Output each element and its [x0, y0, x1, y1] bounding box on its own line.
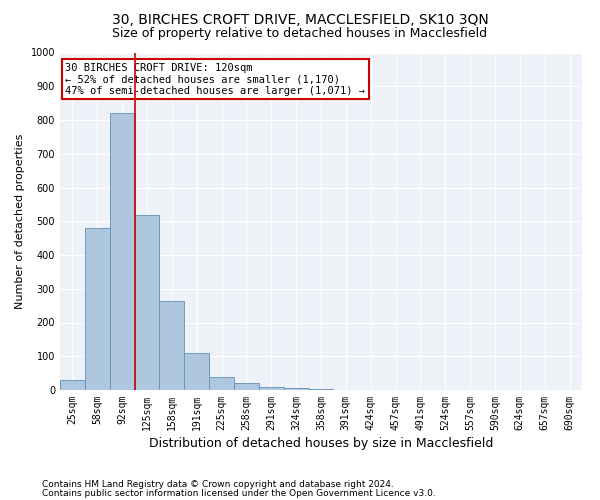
Bar — [85, 228, 110, 390]
Y-axis label: Number of detached properties: Number of detached properties — [15, 134, 25, 309]
Bar — [110, 114, 134, 390]
Bar — [134, 214, 160, 390]
Bar — [259, 386, 284, 390]
X-axis label: Distribution of detached houses by size in Macclesfield: Distribution of detached houses by size … — [149, 437, 493, 450]
Text: Size of property relative to detached houses in Macclesfield: Size of property relative to detached ho… — [112, 28, 488, 40]
Text: Contains public sector information licensed under the Open Government Licence v3: Contains public sector information licen… — [42, 488, 436, 498]
Text: 30, BIRCHES CROFT DRIVE, MACCLESFIELD, SK10 3QN: 30, BIRCHES CROFT DRIVE, MACCLESFIELD, S… — [112, 12, 488, 26]
Bar — [284, 388, 308, 390]
Bar — [184, 353, 209, 390]
Bar — [209, 376, 234, 390]
Text: 30 BIRCHES CROFT DRIVE: 120sqm
← 52% of detached houses are smaller (1,170)
47% : 30 BIRCHES CROFT DRIVE: 120sqm ← 52% of … — [65, 62, 365, 96]
Bar — [160, 300, 184, 390]
Text: Contains HM Land Registry data © Crown copyright and database right 2024.: Contains HM Land Registry data © Crown c… — [42, 480, 394, 489]
Bar — [234, 383, 259, 390]
Bar — [60, 380, 85, 390]
